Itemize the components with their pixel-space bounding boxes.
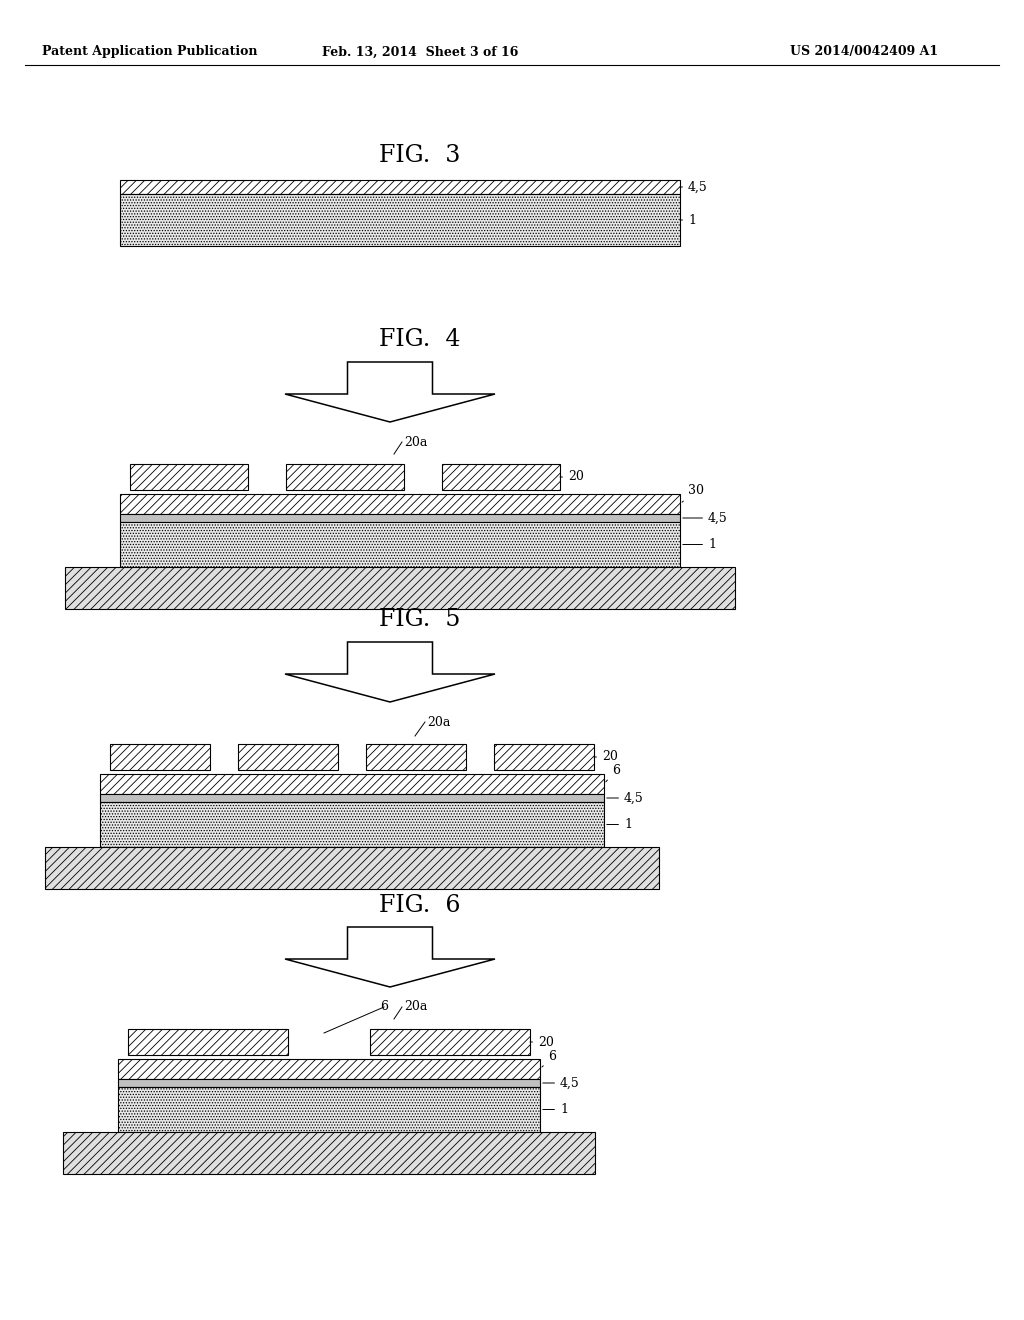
Bar	[45, 847, 659, 888]
Text: 6: 6	[606, 763, 620, 781]
Polygon shape	[285, 362, 495, 422]
Bar	[63, 1133, 595, 1173]
Text: 20a: 20a	[427, 715, 451, 729]
Polygon shape	[285, 927, 495, 987]
Text: 20: 20	[594, 751, 617, 763]
Bar	[120, 521, 680, 568]
Text: 20: 20	[530, 1035, 554, 1048]
Bar	[120, 180, 680, 194]
Text: 6: 6	[542, 1051, 556, 1067]
Bar	[110, 744, 210, 770]
Bar	[366, 744, 466, 770]
Text: 4,5: 4,5	[683, 511, 728, 524]
Bar	[128, 1030, 288, 1055]
Text: US 2014/0042409 A1: US 2014/0042409 A1	[790, 45, 938, 58]
Bar	[120, 494, 680, 513]
Bar	[120, 194, 680, 246]
Text: 4,5: 4,5	[680, 181, 708, 194]
Text: 20a: 20a	[404, 436, 427, 449]
Bar	[118, 1078, 540, 1086]
Text: 6: 6	[380, 1001, 388, 1014]
Bar	[100, 803, 604, 847]
Text: 30: 30	[682, 483, 705, 502]
Text: Feb. 13, 2014  Sheet 3 of 16: Feb. 13, 2014 Sheet 3 of 16	[322, 45, 518, 58]
Text: 1: 1	[607, 818, 632, 832]
Text: Patent Application Publication: Patent Application Publication	[42, 45, 257, 58]
Bar	[118, 1059, 540, 1078]
Bar	[65, 568, 735, 609]
Bar	[494, 744, 594, 770]
Bar	[100, 774, 604, 795]
Text: 1: 1	[680, 214, 696, 227]
Bar	[442, 465, 560, 490]
Bar	[286, 465, 404, 490]
Polygon shape	[285, 642, 495, 702]
Bar	[100, 795, 604, 803]
Text: FIG.  6: FIG. 6	[379, 894, 461, 916]
Text: FIG.  3: FIG. 3	[379, 144, 461, 166]
Text: 4,5: 4,5	[607, 792, 644, 804]
Text: 1: 1	[683, 539, 716, 550]
Bar	[130, 465, 248, 490]
Text: 4,5: 4,5	[543, 1077, 580, 1089]
Text: FIG.  5: FIG. 5	[379, 609, 461, 631]
Bar	[370, 1030, 530, 1055]
Bar	[118, 1086, 540, 1133]
Text: FIG.  4: FIG. 4	[379, 329, 461, 351]
Text: 1: 1	[543, 1104, 568, 1115]
Text: 20: 20	[560, 470, 584, 483]
Bar	[238, 744, 338, 770]
Bar	[120, 513, 680, 521]
Text: 20a: 20a	[404, 1001, 427, 1014]
